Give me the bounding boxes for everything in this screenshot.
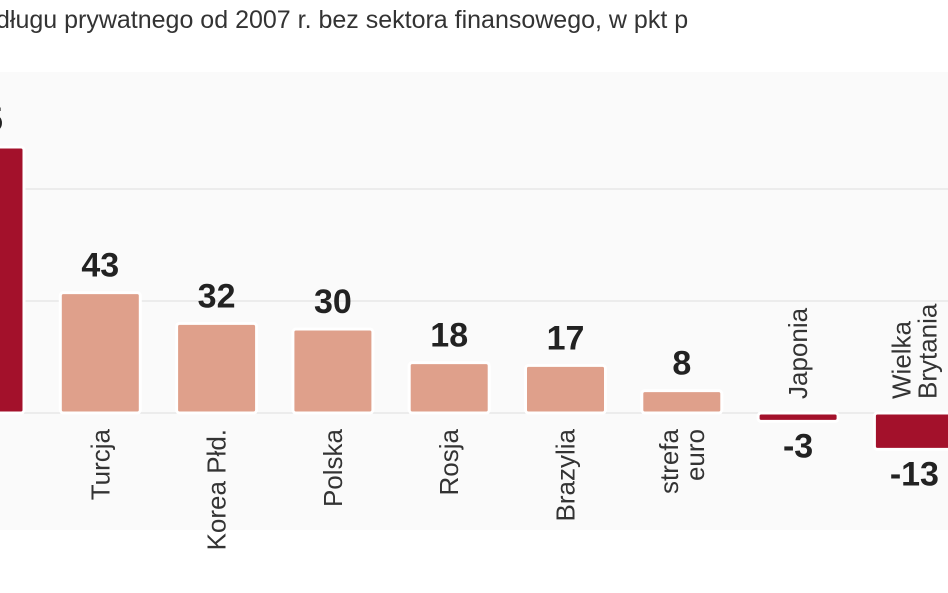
category-label: Korea Płd.: [202, 429, 232, 550]
category-label: Polska: [318, 428, 348, 507]
bar: [58, 291, 142, 415]
value-label: 17: [547, 319, 585, 357]
bar: [407, 361, 491, 415]
bar: [291, 327, 375, 415]
value-label: -3: [783, 427, 813, 465]
value-label: 43: [81, 247, 119, 285]
bar: [175, 321, 259, 415]
value-label: 30: [314, 283, 352, 321]
bar: [756, 411, 840, 423]
value-label: 32: [198, 277, 236, 315]
category-label: Turcja: [85, 428, 115, 500]
category-label: WielkaBrytania: [886, 303, 942, 399]
bar: [640, 389, 724, 415]
value-label: 95: [0, 101, 3, 139]
category-label: strefaeuro: [654, 428, 710, 494]
category-label: Brazylia: [551, 428, 581, 521]
bar: [872, 411, 948, 451]
category-label: Rosja: [434, 428, 464, 495]
value-label: -13: [890, 455, 939, 493]
chart-title: długu prywatnego od 2007 r. bez sektora …: [0, 6, 688, 34]
value-label: 8: [672, 345, 691, 383]
category-label: Japonia: [783, 307, 813, 399]
value-label: 18: [430, 317, 468, 355]
bar: [524, 363, 607, 415]
bar: [0, 145, 26, 415]
